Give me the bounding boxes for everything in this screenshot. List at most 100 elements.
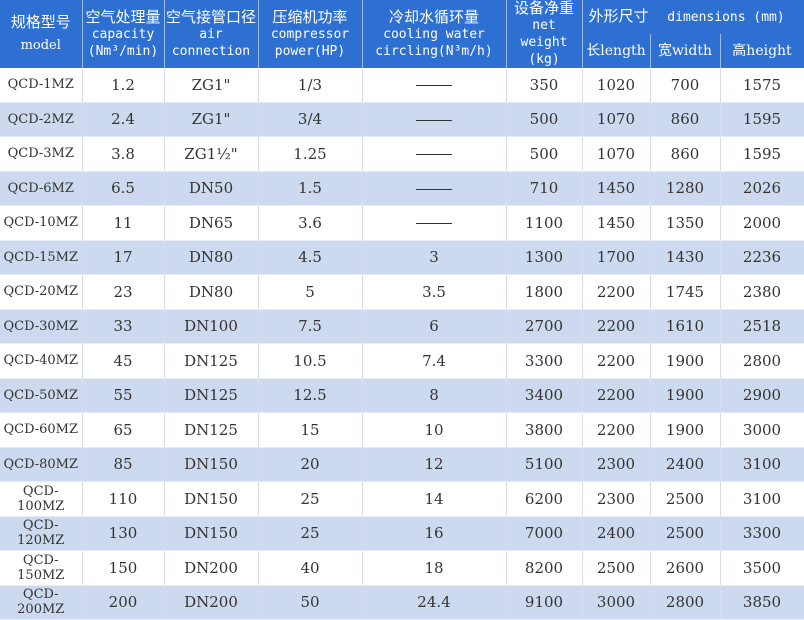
cell-height: 3500 [720,550,804,586]
cell-height: 2026 [720,171,804,206]
empty-dash [416,154,452,156]
cell-length: 1450 [582,205,651,241]
table-header: 规格型号 model 空气处理量 capacity (Nm³/min) 空气接管… [0,0,804,68]
table-body: QCD-1MZ 1.2 ZG1" 1/3 350 1020 700 1575 QCD-2MZ 2.… [0,68,804,620]
cell-model: QCD-10MZ [0,205,83,241]
cell-capacity: 23 [82,274,165,310]
cell-air-connection: ZG1" [164,102,259,137]
cell-length: 2500 [582,550,651,586]
empty-dash [416,223,452,225]
cell-capacity: 130 [82,516,165,551]
table-row: QCD-60MZ 65 DN125 15 10 3800 2200 1900 3000 [0,412,804,448]
empty-dash [416,85,452,87]
header-height: 高height [720,34,804,68]
cell-length: 1070 [582,136,651,172]
cell-model: QCD-6MZ [0,171,83,206]
cell-compressor-power: 7.5 [258,309,363,344]
cell-cooling-water: 14 [362,481,507,517]
cell-compressor-power: 3/4 [258,102,363,137]
cell-width: 1900 [650,343,721,379]
table-row: QCD-40MZ 45 DN125 10.5 7.4 3300 2200 1900 2800 [0,343,804,379]
cell-net-weight: 710 [506,171,583,206]
table-row: QCD-150MZ 150 DN200 40 18 8200 2500 2600 3500 [0,550,804,586]
cell-net-weight: 500 [506,102,583,137]
cell-model: QCD-100MZ [0,481,83,517]
cell-model: QCD-20MZ [0,274,83,310]
cell-width: 2400 [650,447,721,482]
cell-height: 3300 [720,516,804,551]
cell-model: QCD-2MZ [0,102,83,137]
cell-cooling-water: 7.4 [362,343,507,379]
cell-cooling-water: 6 [362,309,507,344]
cell-length: 2200 [582,412,651,448]
cell-air-connection: DN200 [164,550,259,586]
empty-dash [416,188,452,190]
cell-cooling-water [362,68,507,103]
cell-air-connection: DN150 [164,516,259,551]
cell-width: 1610 [650,309,721,344]
cell-compressor-power: 1.25 [258,136,363,172]
cell-capacity: 1.2 [82,68,165,103]
cell-height: 3850 [720,585,804,620]
cell-height: 3100 [720,481,804,517]
cell-capacity: 110 [82,481,165,517]
cell-compressor-power: 25 [258,481,363,517]
cell-model: QCD-50MZ [0,378,83,413]
cell-model: QCD-120MZ [0,516,83,551]
cell-model: QCD-80MZ [0,447,83,482]
cell-net-weight: 3800 [506,412,583,448]
table-row: QCD-30MZ 33 DN100 7.5 6 2700 2200 1610 2518 [0,309,804,344]
cell-net-weight: 7000 [506,516,583,551]
cell-length: 2200 [582,378,651,413]
table-row: QCD-15MZ 17 DN80 4.5 3 1300 1700 1430 2236 [0,240,804,275]
cell-capacity: 33 [82,309,165,344]
cell-air-connection: ZG1½" [164,136,259,172]
cell-capacity: 2.4 [82,102,165,137]
cell-length: 2300 [582,447,651,482]
cell-air-connection: DN125 [164,378,259,413]
cell-length: 2200 [582,274,651,310]
cell-capacity: 55 [82,378,165,413]
header-length: 长length [582,34,651,68]
empty-dash [416,119,452,121]
cell-length: 3000 [582,585,651,620]
cell-air-connection: DN100 [164,309,259,344]
cell-model: QCD-1MZ [0,68,83,103]
cell-cooling-water: 10 [362,412,507,448]
cell-net-weight: 1300 [506,240,583,275]
cell-model: QCD-60MZ [0,412,83,448]
table-row: QCD-20MZ 23 DN80 5 3.5 1800 2200 1745 2380 [0,274,804,310]
header-dimensions-en: dimensions (mm) [667,10,785,25]
cell-length: 2400 [582,516,651,551]
cell-width: 860 [650,102,721,137]
cell-air-connection: DN200 [164,585,259,620]
cell-compressor-power: 10.5 [258,343,363,379]
table-row: QCD-50MZ 55 DN125 12.5 8 3400 2200 1900 2900 [0,378,804,413]
cell-net-weight: 1800 [506,274,583,310]
cell-cooling-water [362,102,507,137]
cell-cooling-water [362,171,507,206]
cell-model: QCD-200MZ [0,585,83,620]
cell-net-weight: 3400 [506,378,583,413]
cell-height: 1595 [720,102,804,137]
cell-model: QCD-3MZ [0,136,83,172]
cell-cooling-water: 8 [362,378,507,413]
table-row: QCD-10MZ 11 DN65 3.6 1100 1450 1350 2000 [0,205,804,241]
cell-cooling-water [362,205,507,241]
cell-capacity: 11 [82,205,165,241]
cell-height: 2900 [720,378,804,413]
header-model: 规格型号 model [0,0,83,68]
cell-model: QCD-40MZ [0,343,83,379]
cell-air-connection: DN125 [164,343,259,379]
cell-air-connection: DN80 [164,274,259,310]
cell-height: 3000 [720,412,804,448]
cell-compressor-power: 50 [258,585,363,620]
cell-cooling-water: 3 [362,240,507,275]
cell-model: QCD-30MZ [0,309,83,344]
cell-length: 2200 [582,309,651,344]
cell-capacity: 200 [82,585,165,620]
cell-height: 3100 [720,447,804,482]
header-net-weight: 设备净重 net weight (kg) [506,0,583,68]
cell-width: 1745 [650,274,721,310]
